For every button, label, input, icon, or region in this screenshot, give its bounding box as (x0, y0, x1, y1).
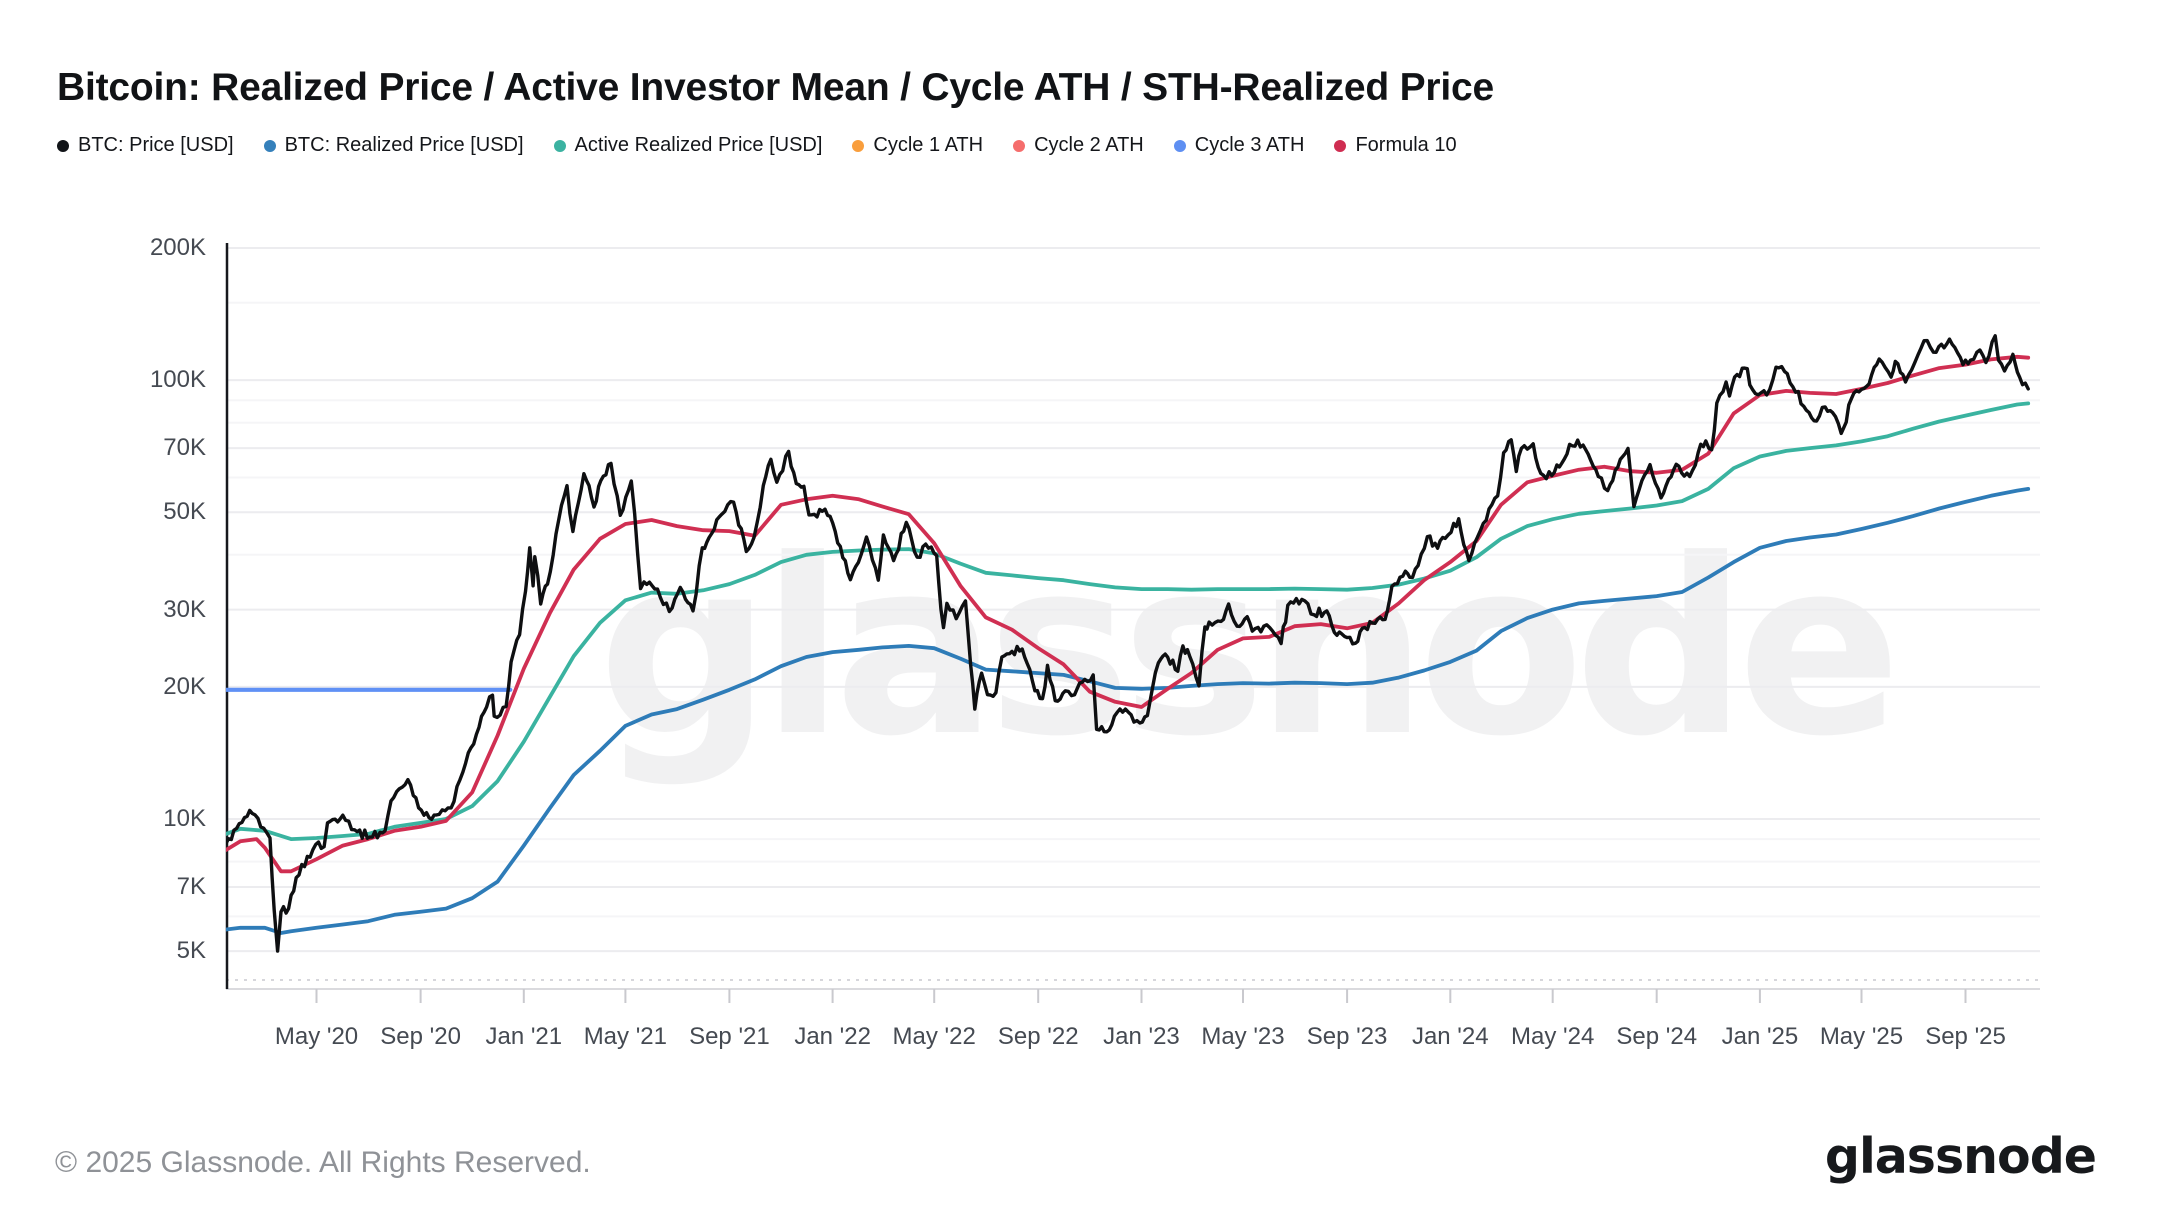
x-axis-label-may-22: May '22 (892, 1023, 976, 1050)
x-axis-label-sep-24: Sep '24 (1616, 1023, 1698, 1050)
legend-item-label: BTC: Realized Price [USD] (284, 134, 524, 156)
legend-item-label: Active Realized Price [USD] (574, 134, 823, 156)
legend-color-dot (1173, 139, 1186, 152)
legend-color-dot (263, 139, 276, 152)
legend-item-label: BTC: Price [USD] (78, 134, 234, 156)
x-axis-label-may-23: May '23 (1201, 1023, 1285, 1050)
series-active-realized-price-usd (226, 401, 2031, 841)
legend-item-label: Cycle 1 ATH (873, 134, 984, 156)
series-formula-10 (226, 354, 2031, 874)
legend: BTC: Price [USD] BTC: Realized Price [USD… (57, 134, 1457, 157)
y-axis-label-20k: 20K (163, 672, 206, 700)
x-axis-label-may-21: May '21 (583, 1023, 667, 1050)
legend-item-btc-realized-price-usd[interactable]: BTC: Realized Price [USD] (263, 134, 524, 157)
x-axis-label-jan-21: Jan '21 (485, 1023, 563, 1050)
x-axis-label-jan-23: Jan '23 (1103, 1023, 1180, 1050)
legend-item-formula-10[interactable]: Formula 10 (1334, 134, 1457, 157)
y-axis-label-50k: 50K (163, 498, 206, 526)
y-axis-label-70k: 70K (163, 434, 206, 462)
legend-item-active-realized-price-usd[interactable]: Active Realized Price [USD] (553, 134, 823, 157)
legend-color-dot (57, 139, 69, 152)
x-axis-label-sep-22: Sep '22 (997, 1023, 1079, 1050)
x-axis-label-sep-23: Sep '23 (1306, 1023, 1388, 1050)
legend-item-cycle-3-ath[interactable]: Cycle 3 ATH (1173, 134, 1305, 157)
series-btc-realized-price-usd (226, 487, 2031, 935)
x-axis-label-jan-22: Jan '22 (794, 1023, 871, 1050)
legend-color-dot (852, 139, 865, 152)
y-axis-label-7k: 7K (176, 873, 206, 900)
y-axis-label-30k: 30K (163, 595, 206, 623)
legend-item-btc-price-usd[interactable]: BTC: Price [USD] (57, 134, 234, 157)
copyright-text: © 2025 Glassnode. All Rights Reserved. (55, 1146, 591, 1179)
legend-color-dot (553, 139, 566, 152)
y-axis-label-100k: 100K (149, 366, 206, 394)
x-axis-label-may-24: May '24 (1511, 1023, 1595, 1050)
legend-item-label: Formula 10 (1355, 134, 1457, 156)
y-axis-label-10k: 10K (163, 805, 206, 833)
x-axis-label-jan-24: Jan '24 (1411, 1023, 1489, 1050)
legend-item-cycle-1-ath[interactable]: Cycle 1 ATH (852, 134, 983, 157)
legend-item-label: Cycle 2 ATH (1034, 134, 1144, 156)
x-axis-label-may-20: May '20 (274, 1023, 359, 1050)
series-btc-price-usd (226, 334, 2030, 953)
legend-item-cycle-2-ath[interactable]: Cycle 2 ATH (1013, 134, 1144, 157)
legend-item-label: Cycle 3 ATH (1194, 134, 1305, 156)
page-title: Bitcoin: Realized Price / Active Investo… (57, 66, 1495, 110)
x-axis-label-sep-21: Sep '21 (689, 1023, 770, 1050)
x-axis-label-sep-25: Sep '25 (1925, 1023, 2006, 1050)
x-axis-label-sep-20: Sep '20 (380, 1023, 461, 1050)
legend-color-dot (1334, 139, 1347, 152)
y-axis-label-5k: 5K (176, 937, 206, 965)
x-axis-label-may-25: May '25 (1819, 1023, 1904, 1050)
x-axis-label-jan-25: Jan '25 (1721, 1023, 1799, 1050)
glassnode-logo: glassnode (1824, 1128, 2097, 1185)
legend-color-dot (1013, 139, 1026, 152)
y-axis-label-200k: 200K (149, 234, 206, 261)
